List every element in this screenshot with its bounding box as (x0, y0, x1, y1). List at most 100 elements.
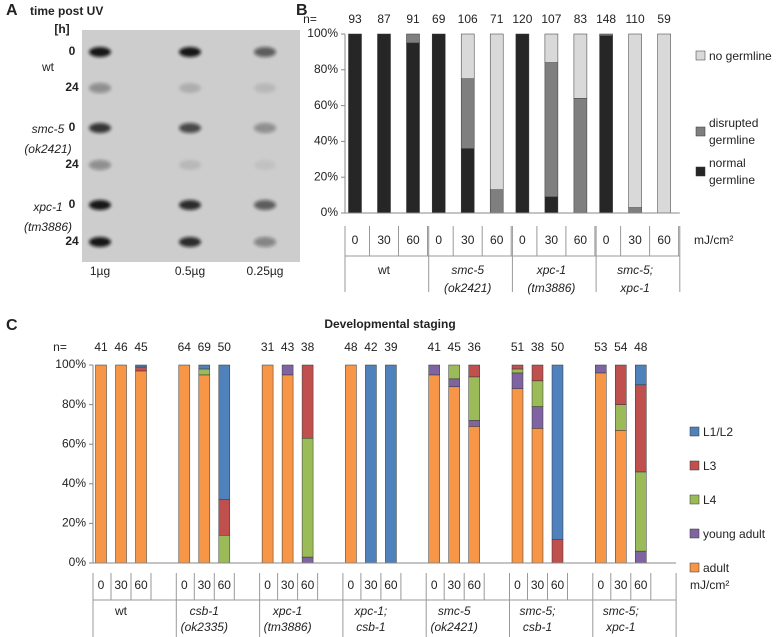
bar-segment (599, 33, 613, 37)
bar-segment (460, 78, 475, 149)
n-value: 39 (384, 340, 398, 354)
bar-segment (218, 364, 231, 500)
bar-segment (595, 372, 607, 564)
n-value: 42 (364, 340, 378, 354)
bar-segment (511, 388, 524, 564)
x-tick-label: 0 (181, 578, 188, 592)
blot-unit: [h] (54, 22, 69, 36)
time-label: 0 (69, 44, 76, 58)
blot-band (254, 200, 276, 210)
n-value: 106 (458, 12, 478, 26)
group-label: xpc-1; (354, 604, 388, 618)
bar-segment (448, 378, 460, 388)
legend-label: no germline (709, 48, 772, 63)
bar-segment (468, 426, 480, 564)
blot-membrane (82, 30, 300, 262)
legend-swatch (695, 126, 706, 137)
n-value: 36 (468, 340, 482, 354)
x-tick-label: 0 (435, 233, 442, 247)
n-value: 48 (634, 340, 648, 354)
n-value: 59 (657, 12, 671, 26)
bar-segment (628, 33, 642, 208)
x-tick-label: 0 (514, 578, 521, 592)
bar-segment (615, 364, 627, 405)
blot-band (254, 47, 276, 57)
time-label: 24 (65, 234, 79, 248)
bar-segment (515, 33, 530, 214)
n-value: 45 (448, 340, 462, 354)
n-value: 51 (511, 340, 525, 354)
x-tick-label: 60 (490, 233, 504, 247)
n-value: 54 (614, 340, 628, 354)
x-tick-label: 30 (281, 578, 295, 592)
bar-segment (460, 33, 475, 79)
bar-segment (511, 368, 524, 374)
legend-label: normal germline (709, 156, 756, 187)
bar-segment (531, 406, 544, 429)
n-value: 120 (512, 12, 532, 26)
y-tick-label: 60% (62, 436, 86, 450)
blot-bands (89, 47, 276, 247)
n-value: 83 (574, 12, 588, 26)
blot-title: time post UV (30, 4, 103, 18)
x-tick-label: 60 (406, 233, 420, 247)
bar-segment (544, 62, 559, 198)
n-value: 50 (218, 340, 232, 354)
legend-swatch (695, 50, 706, 61)
y-tick-label: 20% (314, 169, 338, 183)
legend-swatch (689, 494, 700, 505)
bar-segment (135, 366, 147, 372)
blot-band (254, 123, 276, 133)
legend-item: young adult (703, 526, 766, 541)
blot-band (179, 160, 201, 170)
bar-segment (599, 35, 613, 214)
n-value: 38 (531, 340, 545, 354)
sample-label: (tm3886) (24, 220, 72, 234)
x-tick-label: 30 (364, 578, 378, 592)
bar-segment (511, 364, 524, 370)
x-tick-label: 0 (98, 578, 105, 592)
bar-segment (573, 98, 588, 214)
bar-segment (468, 364, 480, 378)
group-label: (ok2421) (431, 620, 478, 634)
group-label: xpc-1 (536, 263, 566, 277)
legend-label: young adult (703, 526, 766, 541)
group-label: smc-5 (451, 263, 484, 277)
n-value: 41 (428, 340, 442, 354)
bar-segment (531, 364, 544, 382)
group-label: smc-5 (438, 604, 471, 618)
y-tick-label: 40% (62, 476, 86, 490)
bar-segment (489, 189, 504, 214)
legend-item: L3 (703, 459, 716, 473)
n-value: 31 (261, 340, 275, 354)
time-label: 0 (69, 197, 76, 211)
bar-segment (428, 364, 440, 376)
group-label: csb-1 (190, 604, 219, 618)
x-tick-label: 0 (348, 578, 355, 592)
x-tick-label: 30 (531, 578, 545, 592)
blot-band (254, 83, 276, 93)
bar-segment (365, 364, 377, 564)
group-label: csb-1 (356, 620, 385, 634)
bar-segment (489, 33, 504, 190)
n-value: 107 (541, 12, 561, 26)
bar-segment (301, 556, 314, 564)
n-value: 41 (94, 340, 108, 354)
n-value: 43 (281, 340, 295, 354)
bar-segment (281, 364, 294, 376)
y-tick-label: 20% (62, 516, 86, 530)
x-tick-label: 60 (574, 233, 588, 247)
blot-band (89, 200, 111, 210)
n-value: 38 (301, 340, 315, 354)
x-tick-label: 60 (634, 578, 648, 592)
group-label: smc-5; (520, 604, 556, 618)
bar-segment (544, 196, 559, 214)
legend-swatch (689, 426, 700, 437)
bar-segment (635, 471, 647, 552)
x-tick-label: 0 (264, 578, 271, 592)
loading-label: 1µg (90, 264, 110, 278)
bar-segment (448, 364, 460, 380)
x-tick-label: 30 (545, 233, 559, 247)
